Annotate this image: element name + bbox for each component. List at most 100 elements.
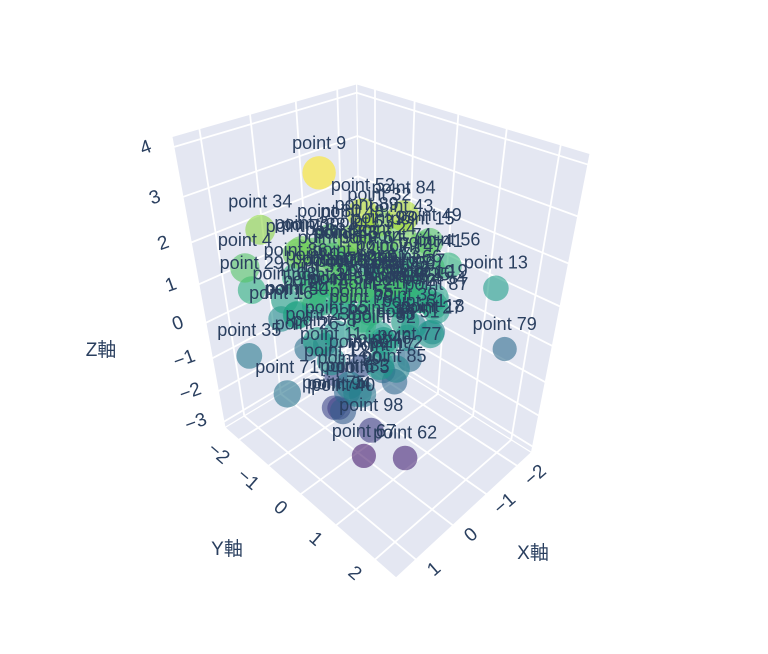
point-marker[interactable] (337, 224, 368, 255)
point-marker[interactable] (416, 320, 445, 349)
point-marker[interactable] (492, 336, 517, 362)
point-label: point 72 (372, 270, 436, 290)
z-axis-tick-label: 4 (137, 136, 155, 159)
grid-line (243, 415, 417, 561)
point-label: point 79 (473, 314, 537, 334)
point-marker[interactable] (373, 267, 405, 298)
point-label: point 52 (331, 175, 395, 195)
point-label: point 37 (381, 250, 445, 270)
point-marker[interactable] (391, 307, 420, 336)
point-label: point 36 (339, 258, 403, 278)
x-axis-tick-label: −2 (521, 461, 551, 491)
point-marker[interactable] (236, 343, 263, 369)
point-label: point 32 (347, 185, 411, 205)
point-label: point 4 (218, 230, 272, 250)
point-label: point 95 (364, 253, 428, 273)
z-axis-tick-label: −3 (182, 409, 210, 436)
point-marker[interactable] (408, 231, 437, 260)
point-marker[interactable] (343, 378, 372, 408)
point-marker[interactable] (416, 254, 445, 282)
point-label: point 82 (329, 332, 393, 352)
point-marker[interactable] (302, 156, 336, 190)
point-label: point 42 (283, 269, 347, 289)
point-label: point 14 (312, 240, 376, 260)
point-marker[interactable] (230, 253, 260, 283)
point-label: point 41 (399, 231, 463, 251)
point-marker[interactable] (273, 380, 301, 408)
point-marker[interactable] (283, 300, 312, 330)
point-label: point 24 (352, 219, 416, 239)
point-marker[interactable] (388, 200, 420, 232)
point-label: point 80 (297, 201, 361, 221)
point-marker[interactable] (237, 276, 266, 304)
point-label: point 38 (282, 215, 346, 235)
point-label: point 98 (339, 395, 403, 415)
point-label: point 31 (291, 264, 355, 284)
point-label: point 13 (464, 253, 528, 273)
point-label: point 47 (379, 236, 443, 256)
z-axis-tick-label: −1 (171, 346, 199, 373)
x-axis-title: X軸 (517, 542, 549, 564)
point-marker[interactable] (369, 241, 399, 271)
point-label: point 18 (400, 296, 464, 316)
z-axis-tick-label: 3 (146, 186, 163, 209)
x-axis-tick-label: 1 (423, 558, 445, 581)
point-label: point 50 (264, 279, 328, 299)
point-marker[interactable] (302, 327, 332, 357)
point-label: point 8 (305, 220, 359, 240)
point-marker[interactable] (351, 443, 376, 468)
point-label: point 90 (317, 348, 381, 368)
point-label: point 19 (403, 261, 467, 281)
point-label: point 28 (310, 249, 374, 269)
point-label: point 65 (305, 297, 369, 317)
point-marker[interactable] (392, 445, 418, 471)
point-marker[interactable] (364, 350, 395, 380)
point-label: point 58 (293, 310, 357, 330)
point-label: point 78 (329, 287, 393, 307)
point-label: point 53 (313, 222, 377, 242)
point-label: point 83 (351, 304, 415, 324)
z-axis-title: Z軸 (86, 339, 117, 361)
point-marker[interactable] (245, 214, 276, 245)
point-label: point 23 (285, 304, 349, 324)
point-label: point 96 (298, 228, 362, 248)
point-label: point 68 (252, 264, 316, 284)
grid-line (335, 415, 474, 527)
point-label: point 76 (364, 266, 428, 286)
point-label: point 92 (352, 307, 416, 327)
point-label: point 54 (402, 268, 466, 288)
point-label: point 10 (390, 262, 454, 282)
point-marker[interactable] (326, 272, 358, 303)
point-label: point 62 (373, 423, 437, 443)
x-axis-tick-label: 0 (460, 524, 482, 547)
point-marker[interactable] (483, 275, 509, 302)
y-axis-tick-label: −1 (233, 465, 263, 495)
point-marker[interactable] (346, 310, 377, 341)
point-marker[interactable] (297, 278, 328, 309)
point-label: point 63 (329, 212, 393, 232)
point-marker[interactable] (347, 198, 379, 230)
grid-line (300, 393, 439, 495)
point-label: point 88 (309, 268, 373, 288)
point-marker[interactable] (358, 417, 384, 443)
point-label: point 91 (343, 247, 407, 267)
point-label: point 74 (368, 225, 432, 245)
point-label: point 26 (275, 313, 339, 333)
point-label: point 64 (339, 228, 403, 248)
point-label: point 35 (217, 320, 281, 340)
z-axis-tick-label: 0 (169, 312, 186, 335)
point-label: point 11 (300, 324, 363, 344)
grid-line (182, 135, 358, 198)
point-label: point 70 (266, 216, 330, 236)
point-label: point 25 (386, 265, 450, 285)
point-label: point 15 (390, 208, 454, 228)
y-axis-tick-label: 2 (344, 562, 366, 585)
y-axis-title: Y軸 (211, 538, 243, 560)
point-label: point 44 (265, 278, 329, 298)
point-label: point 6 (320, 356, 374, 376)
point-label: point 40 (311, 375, 375, 395)
point-label: point 81 (316, 251, 380, 271)
point-marker[interactable] (286, 236, 317, 267)
